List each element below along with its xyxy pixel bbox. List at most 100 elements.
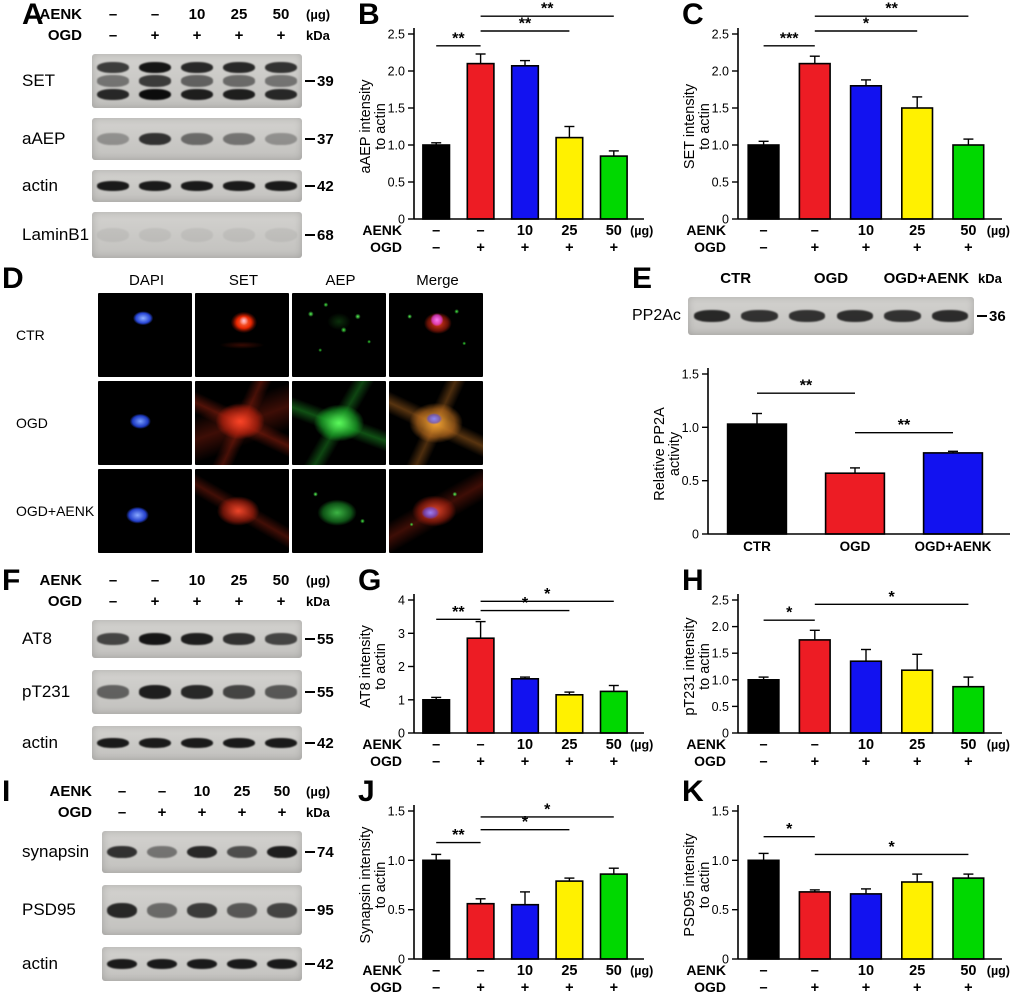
svg-text:+: +	[565, 754, 573, 770]
lane-value: –	[157, 783, 167, 800]
svg-text:0: 0	[692, 528, 699, 542]
panel-label-e: E	[632, 262, 653, 295]
svg-text:–: –	[477, 223, 485, 239]
svg-text:0: 0	[398, 727, 405, 741]
svg-text:2.0: 2.0	[712, 65, 729, 79]
blot-strip-image	[92, 726, 302, 760]
svg-text:activity: activity	[667, 431, 683, 476]
mw-value: 74	[317, 843, 334, 861]
header-suffix: (µg)	[306, 7, 331, 22]
svg-text:AT8 intensity: AT8 intensity	[358, 624, 374, 707]
micrograph-dapi-aenk	[98, 469, 192, 553]
svg-text:25: 25	[561, 223, 577, 239]
lane-value: +	[197, 804, 207, 821]
svg-text:**: **	[898, 417, 911, 434]
if-row: OGD	[6, 381, 486, 465]
svg-text:10: 10	[858, 737, 874, 753]
svg-text:+: +	[964, 754, 972, 770]
mw-value: 55	[317, 630, 334, 648]
protein-band	[265, 75, 297, 87]
lane-value: +	[277, 804, 287, 821]
lane-value: 25	[230, 572, 248, 589]
svg-text:+: +	[811, 754, 819, 770]
svg-text:3: 3	[398, 627, 405, 641]
panel-label-k: K	[682, 775, 704, 808]
svg-text:+: +	[913, 240, 921, 256]
mw-tick-icon	[305, 741, 315, 745]
protein-band	[139, 737, 171, 749]
panel-i-western-blots: I AENK – – 10 25 50 (µg) OGD – + + + + kDa synapsin 74…	[0, 777, 352, 1003]
svg-text:10: 10	[517, 737, 533, 753]
protein-band	[265, 633, 297, 645]
svg-text:**: **	[452, 604, 465, 621]
svg-text:to actin: to actin	[373, 862, 389, 909]
protein-band	[741, 310, 778, 322]
set-intensity-bar-chart: 0 0.5 1.0 1.5 2.0 2.5 SET intensity to actin ***…	[680, 0, 1020, 263]
protein-band	[139, 228, 171, 242]
svg-text:–: –	[477, 963, 485, 979]
header-suffix: kDa	[306, 594, 330, 609]
svg-text:PSD95 intensity: PSD95 intensity	[682, 833, 698, 937]
blot-row: PP2Ac 36	[632, 297, 1018, 335]
synapsin-intensity-bar-chart: 0 0.5 1.0 1.5 Synapsin intensity to actin ** * *…	[356, 777, 662, 1003]
svg-text:25: 25	[909, 737, 925, 753]
micrograph-dapi-ctr	[98, 293, 192, 377]
lane-value: OGD	[813, 270, 849, 287]
treatment-header-i: AENK – – 10 25 50 (µg) OGD – + + + + kDa	[22, 781, 350, 823]
svg-text:+: +	[913, 980, 921, 996]
mw-value: 36	[989, 307, 1006, 325]
column-header-aep: AEP	[325, 272, 356, 289]
svg-text:10: 10	[858, 963, 874, 979]
blot-strip-image	[92, 54, 302, 108]
panel-f-western-blots: F AENK – –10 25 50 (µg) OGD – + + + + kDa AT8 55 pT231…	[0, 566, 352, 776]
svg-text:OGD: OGD	[840, 539, 871, 554]
svg-text:**: **	[800, 378, 813, 395]
protein-band	[97, 737, 129, 749]
svg-text:pT231 intensity: pT231 intensity	[682, 617, 698, 716]
blot-row: PSD95 95	[22, 885, 350, 935]
lane-value: +	[234, 593, 244, 610]
panel-label-f: F	[2, 564, 21, 597]
svg-text:1.0: 1.0	[388, 854, 405, 868]
svg-text:–: –	[477, 737, 485, 753]
panel-label-a: A	[22, 0, 44, 31]
blot-strip-image	[688, 297, 974, 335]
micrograph-set-ogd	[195, 381, 289, 465]
protein-band	[266, 845, 298, 859]
protein-band	[97, 132, 129, 146]
lane-value: –	[108, 6, 118, 23]
blot-strip-image	[102, 885, 302, 935]
lane-values: – – 10 25 50	[102, 783, 302, 800]
micrograph-merge-ctr	[389, 293, 483, 377]
lane-value: +	[234, 27, 244, 44]
protein-band	[223, 737, 255, 749]
blot-label: PSD95	[22, 900, 76, 919]
mw-tick-icon	[977, 314, 987, 318]
protein-band	[146, 958, 178, 970]
blot-rows-a: SET 39 aAEP 37 actin 42 LaminB1 68	[22, 54, 350, 258]
protein-band	[265, 685, 297, 699]
bar-chart-svg: 0 0.5 1.0 1.5 2.0 2.5 aAEP intensity to actin **…	[358, 1, 653, 256]
lane-value: +	[237, 804, 247, 821]
at8-intensity-bar-chart: 0 1 2 3 4 AT8 intensity to actin ** * * AENK – –10 25…	[356, 566, 662, 777]
micrograph-set-ctr	[195, 293, 289, 377]
svg-text:to actin: to actin	[697, 103, 713, 150]
mw-tick-icon	[305, 908, 315, 912]
mw-value: 42	[317, 734, 334, 752]
lane-value: 50	[272, 572, 290, 589]
svg-text:–: –	[432, 963, 440, 979]
protein-band	[932, 310, 969, 322]
svg-text:Synapsin intensity: Synapsin intensity	[358, 826, 374, 944]
panel-g-at8-chart: G 0 1 2 3 4 AT8 intensity to actin ** * * AENK – –10…	[356, 566, 662, 777]
molecular-weight-marker: 42	[302, 170, 346, 202]
panel-c-set-chart: C 0 0.5 1.0 1.5 2.0 2.5 SET intensity to actin *…	[680, 0, 1020, 263]
svg-text:–: –	[432, 223, 440, 239]
svg-text:OGD: OGD	[694, 979, 726, 995]
panel-j-synapsin-chart: J 0 0.5 1.0 1.5 Synapsin intensity to actin **…	[356, 777, 662, 1003]
lane-value: 50	[273, 783, 291, 800]
svg-text:10: 10	[517, 963, 533, 979]
micrograph-merge-ogd	[389, 381, 483, 465]
treatment-row-label: OGD	[47, 27, 82, 44]
